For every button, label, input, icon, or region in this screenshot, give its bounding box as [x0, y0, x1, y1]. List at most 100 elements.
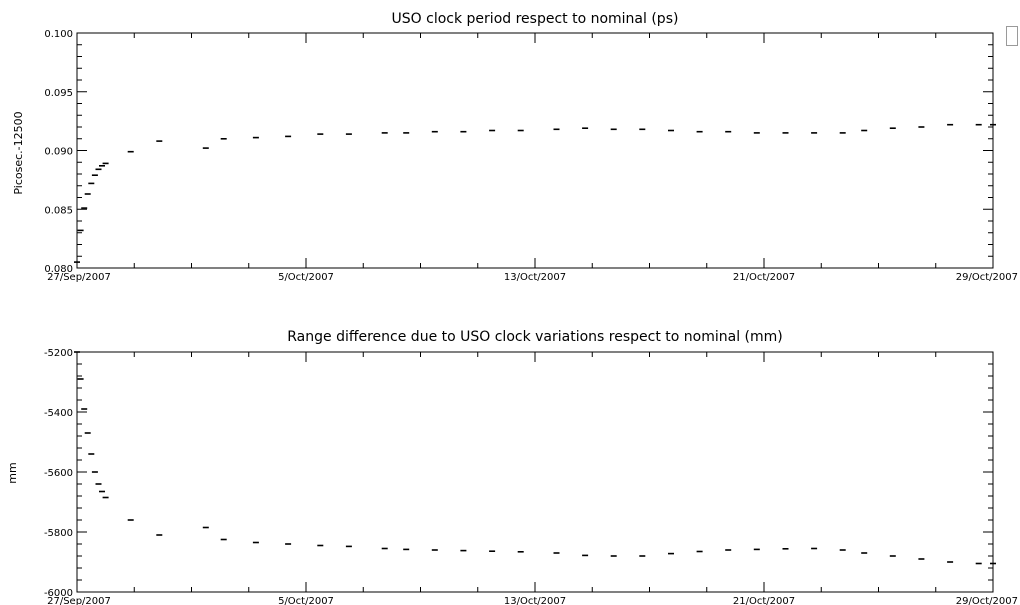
y-tick-labels: -5200 -5400 -5600 -5800 -6000	[44, 348, 73, 599]
data-point	[317, 544, 324, 547]
x-tick-label: 13/Oct/2007	[504, 596, 566, 605]
data-point	[582, 127, 589, 129]
data-point	[782, 548, 789, 550]
data-point	[975, 562, 982, 565]
data-point	[553, 552, 560, 554]
data-point	[156, 140, 163, 142]
data-point	[517, 551, 524, 553]
data-point	[753, 132, 760, 134]
y-tick-label: -5600	[44, 468, 73, 479]
data-point	[582, 554, 589, 557]
data-point	[811, 132, 818, 134]
data-point	[839, 549, 846, 551]
data-point	[918, 126, 925, 128]
data-point	[102, 162, 109, 165]
y-axis-label: mm	[6, 462, 19, 483]
data-point	[102, 496, 109, 499]
data-point	[431, 549, 438, 551]
y-tick-label: -6000	[44, 588, 73, 599]
chart-title: Range difference due to USO clock variat…	[287, 329, 783, 345]
data-point	[220, 538, 227, 541]
data-point	[99, 165, 105, 167]
data-point	[81, 207, 88, 209]
data-point	[84, 432, 91, 434]
y-tick-labels: 0.100 0.095 0.090 0.085 0.080	[44, 29, 73, 275]
data-point	[252, 541, 259, 544]
y-tick-label: 0.080	[44, 264, 73, 275]
axis-ticks	[76, 32, 994, 269]
chart-title: USO clock period respect to nominal (ps)	[392, 11, 679, 27]
data-point	[84, 193, 91, 195]
data-point	[317, 133, 324, 135]
data-point	[610, 128, 617, 131]
data-point	[202, 147, 209, 149]
data-point	[811, 547, 818, 550]
x-tick-label: 21/Oct/2007	[733, 272, 795, 283]
data-point	[489, 550, 496, 552]
data-point	[861, 129, 868, 132]
data-point	[127, 150, 134, 153]
data-point	[990, 123, 996, 126]
y-tick-label: -5800	[44, 528, 73, 539]
data-point	[990, 562, 996, 565]
data-point	[782, 132, 789, 134]
data-point	[639, 555, 646, 557]
data-point	[99, 490, 105, 493]
data-point	[889, 127, 896, 129]
x-tick-label: 5/Oct/2007	[278, 272, 334, 283]
data-point	[668, 129, 674, 132]
data-point	[156, 534, 163, 536]
data-point	[345, 545, 352, 548]
data-point	[74, 351, 80, 353]
data-points	[74, 123, 996, 263]
data-point	[252, 136, 259, 139]
data-point	[285, 543, 292, 545]
data-point	[381, 547, 388, 550]
data-point	[696, 550, 703, 553]
data-point	[460, 130, 467, 133]
data-point	[489, 129, 496, 132]
data-point	[88, 182, 95, 185]
y-tick-label: -5200	[44, 348, 73, 359]
data-point	[553, 128, 560, 131]
data-point	[725, 549, 732, 551]
y-tick-label: -5400	[44, 408, 73, 419]
data-point	[725, 130, 732, 133]
data-point	[91, 174, 98, 176]
x-tick-labels: 27/Sep/2007 5/Oct/2007 13/Oct/2007 21/Oc…	[47, 596, 1018, 605]
x-tick-label: 5/Oct/2007	[278, 596, 334, 605]
data-point	[77, 229, 84, 232]
x-tick-label: 27/Sep/2007	[47, 596, 111, 605]
data-point	[696, 130, 703, 133]
data-point	[668, 552, 674, 555]
data-point	[460, 549, 467, 552]
data-point	[839, 132, 846, 134]
plot-frame	[76, 351, 994, 593]
data-point	[403, 548, 410, 551]
data-point	[95, 168, 102, 171]
data-point	[431, 130, 438, 133]
data-point	[889, 555, 896, 557]
data-point	[947, 561, 954, 563]
data-point	[947, 123, 954, 126]
data-point	[127, 519, 134, 521]
x-tick-label: 13/Oct/2007	[504, 272, 566, 283]
x-tick-label: 21/Oct/2007	[733, 596, 795, 605]
data-point	[403, 132, 410, 134]
y-tick-label: 0.090	[44, 147, 73, 158]
data-point	[81, 408, 88, 410]
uso-clock-period-panel: USO clock period respect to nominal (ps)…	[12, 11, 1018, 283]
data-point	[285, 135, 292, 138]
data-points	[74, 351, 996, 565]
range-difference-panel: Range difference due to USO clock variat…	[6, 329, 1018, 605]
x-tick-label: 29/Oct/2007	[956, 596, 1018, 605]
data-point	[610, 555, 617, 557]
data-point	[77, 378, 84, 380]
y-tick-label: 0.095	[44, 88, 73, 99]
data-point	[220, 138, 227, 140]
data-point	[918, 558, 925, 560]
x-tick-label: 27/Sep/2007	[47, 272, 111, 283]
data-point	[202, 526, 209, 529]
window-widget[interactable]	[1006, 26, 1018, 46]
